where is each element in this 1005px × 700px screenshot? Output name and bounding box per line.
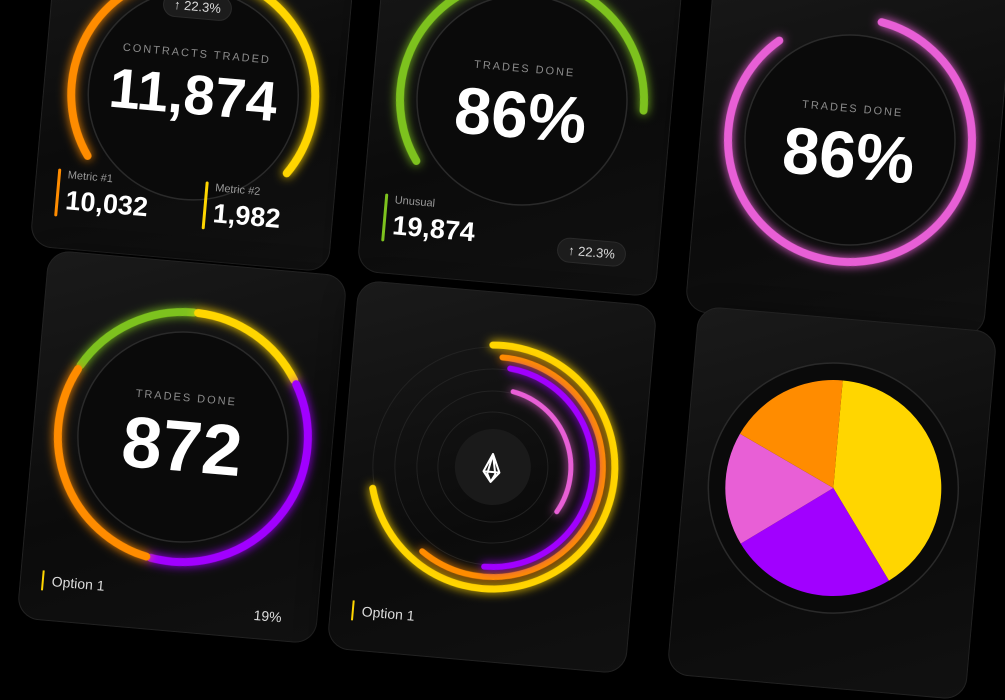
orange-segment	[53, 364, 151, 561]
pie-slice-1	[740, 488, 889, 597]
pink-ring-arc	[510, 389, 574, 515]
contracts-gauge	[67, 0, 320, 201]
option-percent: 19%	[252, 606, 283, 626]
pie-slice-0	[833, 380, 942, 581]
option-color-bar	[350, 600, 355, 621]
yellow-arc	[240, 0, 320, 178]
orange-ring-arc	[419, 354, 606, 581]
pie-slice-3	[739, 380, 843, 489]
pink-progress-arc	[724, 18, 976, 266]
trades-gauge-multi	[53, 308, 312, 566]
contracts-traded-card: ↑ 22.3% CONTRACTS TRADED 11,874 Metric #…	[29, 0, 361, 273]
trades-gauge-pink	[724, 18, 976, 266]
gauge-track	[87, 0, 300, 201]
pie-slice-2	[725, 433, 834, 544]
concentric-rings	[369, 341, 619, 593]
purple-segment	[146, 380, 312, 566]
eos-logo-icon	[478, 451, 505, 485]
option-color-bar	[40, 570, 45, 591]
metric-1: Metric #1 10,032	[54, 168, 150, 223]
pie-card	[666, 305, 998, 700]
rings-card: Option 1	[326, 279, 658, 675]
gauge-track	[416, 0, 628, 206]
trades-gauge-green	[396, 0, 648, 206]
logo-circle	[454, 429, 531, 506]
orange-arc	[67, 0, 166, 160]
trades-done-pink-card: TRADES DONE 86%	[684, 0, 1005, 338]
gauge-track	[77, 331, 289, 543]
gauge-track	[744, 34, 956, 246]
yellow-ring-arc	[369, 341, 619, 593]
green-segment	[76, 308, 198, 370]
metric-2: Metric #2 1,982	[201, 181, 283, 235]
pie-chart	[707, 362, 960, 614]
trades-done-multi-card: TRADES DONE 872 Option 1 19%	[16, 249, 348, 645]
metric-value: 1,982	[211, 198, 282, 234]
yellow-segment	[194, 308, 299, 385]
purple-ring-arc	[481, 365, 596, 571]
unusual-metric: Unusual 19,874	[381, 193, 477, 248]
trades-done-green-card: TRADES DONE 86% Unusual 19,874 ↑ 22.3%	[356, 0, 688, 298]
green-progress-arc	[396, 0, 648, 165]
ring-track	[437, 411, 549, 523]
